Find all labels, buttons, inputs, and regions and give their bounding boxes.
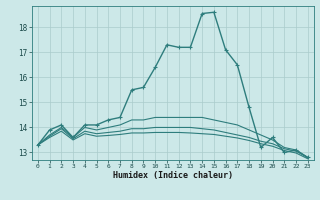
X-axis label: Humidex (Indice chaleur): Humidex (Indice chaleur) <box>113 171 233 180</box>
